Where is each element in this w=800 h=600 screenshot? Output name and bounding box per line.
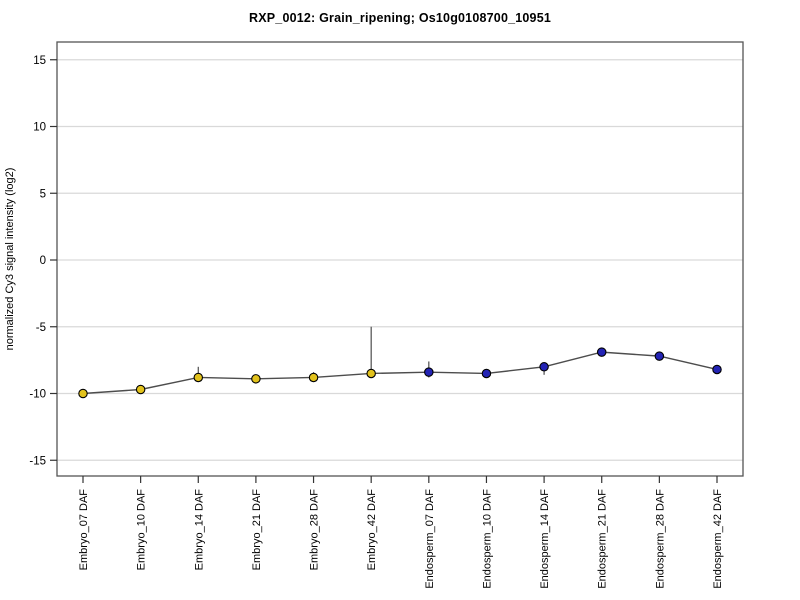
x-axis-tick-label: Endosperm_07 DAF (424, 489, 436, 589)
x-axis-tick-label: Embryo_21 DAF (251, 489, 263, 571)
x-axis-tick-label: Endosperm_21 DAF (597, 489, 609, 589)
x-axis-tick-label: Endosperm_14 DAF (539, 489, 551, 589)
x-axis-tick-label: Embryo_42 DAF (366, 489, 378, 571)
x-axis-tick-label: Embryo_28 DAF (309, 489, 321, 571)
chart-title: RXP_0012: Grain_ripening; Os10g0108700_1… (248, 11, 552, 25)
data-point-embryo-14-daf (193, 372, 204, 383)
plot-border (56, 41, 744, 477)
y-axis-tick-label: -5 (36, 322, 46, 334)
x-axis-tick-label: Endosperm_42 DAF (712, 489, 724, 589)
y-axis-tick-label: 0 (40, 255, 46, 267)
data-point-endosperm-28-daf (654, 351, 665, 361)
x-axis-tick-label: Embryo_14 DAF (193, 489, 205, 571)
data-point-embryo-07-daf (78, 388, 88, 399)
y-axis-tick-label: -15 (29, 455, 46, 467)
y-axis-tick-label: 15 (33, 55, 46, 67)
data-point-embryo-21-daf (251, 374, 261, 384)
data-point-endosperm-10-daf (481, 368, 492, 379)
x-axis-tick-label: Endosperm_28 DAF (654, 489, 666, 589)
data-point-endosperm-14-daf (539, 362, 549, 372)
data-point-embryo-28-daf (308, 372, 319, 383)
data-point-embryo-42-daf (366, 368, 376, 379)
series-line (82, 351, 718, 395)
data-point-endosperm-07-daf (424, 367, 434, 377)
data-point-embryo-10-daf (135, 384, 146, 395)
x-axis-tick-label: Embryo_07 DAF (78, 489, 90, 571)
y-axis-tick-label: 5 (40, 188, 46, 200)
data-point-endosperm-42-daf (712, 364, 722, 375)
y-axis-title: normalized Cy3 signal intensity (log2) (4, 168, 16, 351)
y-axis-tick-label: 10 (33, 122, 46, 134)
x-axis-tick-label: Embryo_10 DAF (136, 489, 148, 571)
y-axis-tick-label: -10 (29, 389, 46, 401)
data-point-endosperm-21-daf (596, 347, 607, 357)
x-axis-tick-label: Endosperm_10 DAF (481, 489, 493, 589)
